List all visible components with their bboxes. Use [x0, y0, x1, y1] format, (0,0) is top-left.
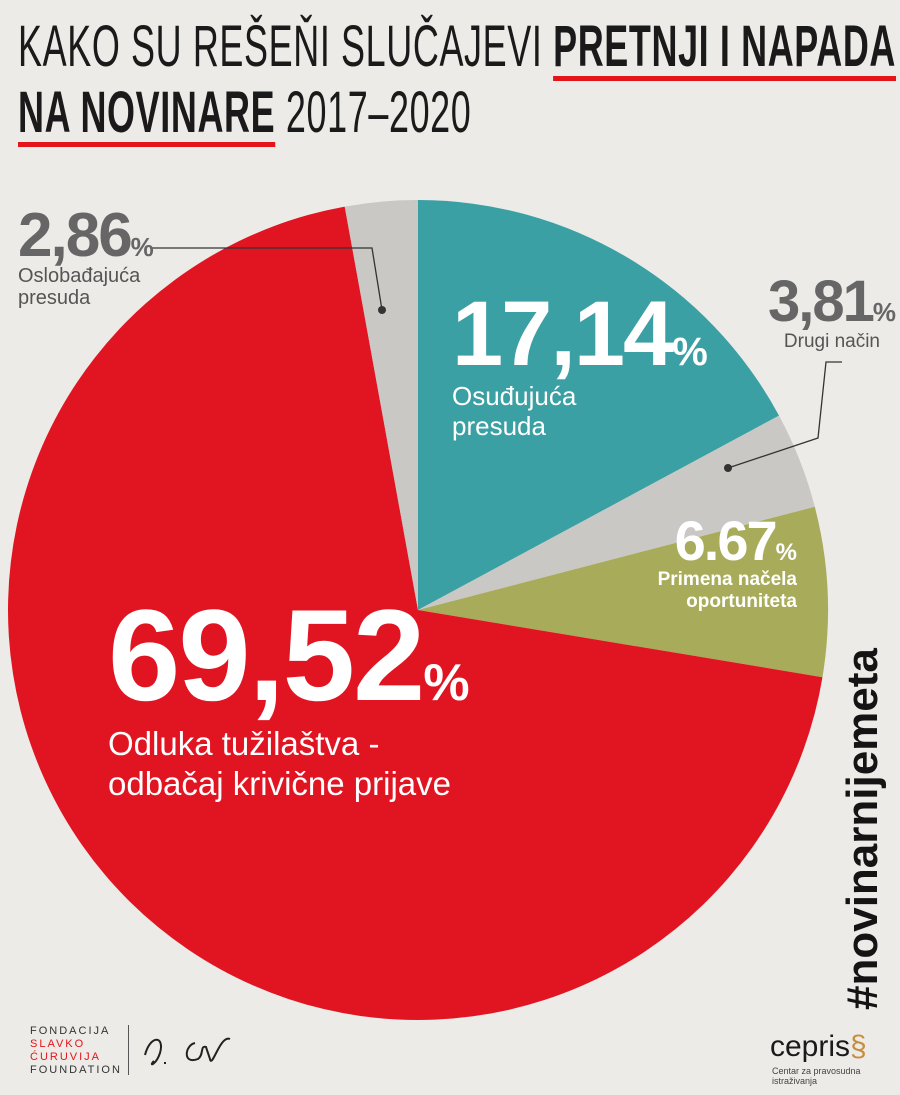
pct-oslobadjajuca: %	[130, 232, 154, 262]
foundation-line-1: FONDACIJA	[30, 1025, 111, 1037]
label-primena-l1: Primena načela	[657, 569, 797, 590]
label-osudjujuca-l2: presuda	[452, 411, 546, 441]
pct-primena: %	[775, 539, 797, 566]
signature-icon	[144, 1037, 231, 1066]
title-line2-normal: 2017–2020	[285, 80, 472, 145]
pie-slice-primena	[418, 506, 828, 678]
foundation-line-4: FOUNDATION	[30, 1064, 122, 1076]
label-oslobadjajuca-l2: presuda	[18, 287, 91, 309]
foundation-line-3: ĆURUVIJA	[30, 1051, 102, 1063]
cepris-logo: cepris§	[770, 1030, 867, 1063]
pie-slice-oslobadjajuca	[344, 200, 418, 610]
title-line1-bold: PRETNJI I NAPADA	[553, 14, 897, 79]
value-primena: 6.67	[674, 509, 778, 572]
foundation-logo: FONDACIJA SLAVKO ĆURUVIJA FOUNDATION	[30, 1025, 122, 1077]
label-primena-l2: oportuniteta	[686, 591, 797, 612]
foundation-line-2: SLAVKO	[30, 1038, 86, 1050]
footer-divider	[128, 1025, 129, 1075]
cepris-subtitle: Centar za pravosudna istraživanja	[772, 1066, 861, 1086]
leader-dot-oslobadjajuca	[378, 306, 386, 314]
pie-slice-odluka	[8, 206, 823, 1020]
label-primena: 6.67% Primena načela oportuniteta	[625, 508, 797, 613]
label-osudjujuca: 17,14% Osuđujuća presuda	[452, 282, 708, 441]
pct-osudjujuca: %	[672, 330, 708, 374]
pie-slice-drugi	[418, 415, 815, 610]
chart-title: KAKO SU REŠEŇI SLUČAJEVI PRETNJI I NAPAD…	[18, 14, 895, 146]
pie-slice-osudjujuca	[418, 200, 780, 610]
label-odluka-l2: odbačaj krivične prijave	[108, 765, 452, 802]
leader-line-oslobadjajuca	[150, 247, 383, 311]
cepris-logo-text: cepris	[770, 1030, 851, 1063]
label-odluka: 69,52% Odluka tužilaštva - odbačaj krivi…	[108, 580, 470, 804]
label-drugi: 3,81% Drugi način	[768, 268, 896, 353]
label-osudjujuca-l1: Osuđujuća	[452, 381, 577, 411]
leader-dot-drugi	[724, 464, 732, 472]
label-oslobadjajuca: 2,86% Oslobađajuća presuda	[18, 200, 154, 309]
title-line2-bold: NA NOVINARE	[18, 80, 276, 145]
leader-line-drugi	[727, 361, 842, 469]
value-drugi: 3,81	[768, 269, 875, 334]
pct-drugi: %	[872, 297, 897, 327]
value-oslobadjajuca: 2,86	[18, 201, 133, 270]
hashtag: #novinarnijemeta	[838, 648, 887, 1010]
value-odluka: 69,52	[108, 582, 425, 728]
label-drugi-l1: Drugi način	[783, 331, 880, 352]
title-line1-normal: KAKO SU REŠEŇI SLUČAJEVI	[18, 14, 543, 79]
value-osudjujuca: 17,14	[452, 283, 674, 385]
title-line-2: NA NOVINARE 2017–2020	[18, 80, 557, 146]
title-line-1: KAKO SU REŠEŇI SLUČAJEVI PRETNJI I NAPAD…	[18, 14, 895, 80]
label-odluka-l1: Odluka tužilaštva -	[108, 725, 380, 762]
pct-odluka: %	[423, 654, 470, 712]
label-oslobadjajuca-l1: Oslobađajuća	[18, 265, 141, 287]
